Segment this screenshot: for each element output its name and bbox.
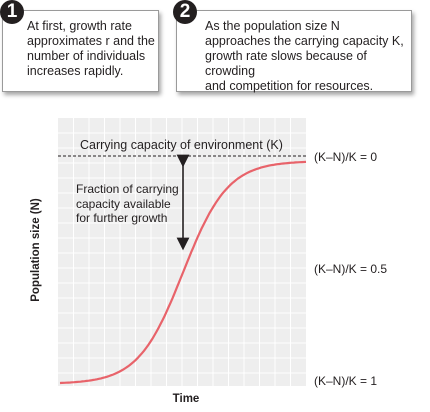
fraction-line: Fraction of carrying [76,182,179,196]
callout-2-line: growth rate slows because of crowding [205,49,367,78]
fraction-annotation: Fraction of carrying capacity available … [76,182,181,226]
ratio-label-bottom: (K–N)/K = 1 [314,374,378,388]
carrying-capacity-label: Carrying capacity of environment (K) [80,138,283,152]
callout-2-line: and competition for resources. [205,79,374,93]
callout-box-2: As the population size N approaches the … [176,10,412,94]
callout-2-text: As the population size N approaches the … [205,19,409,94]
callout-2-line: As the population size N [205,19,340,33]
callout-2-line: approaches the carrying capacity K, [205,34,404,48]
callout-1-line: approximates r and the [27,34,155,48]
callout-box-1: At first, growth rate approximates r and… [2,10,159,92]
step-number-badge-1: 1 [0,0,24,24]
fraction-line: capacity available [76,196,171,211]
population-growth-curve [59,160,307,385]
ratio-label-top: (K–N)/K = 0 [314,150,378,164]
ratio-label-middle: (K–N)/K = 0.5 [314,262,388,276]
callout-1-line: increases rapidly. [27,64,124,78]
callout-1-text: At first, growth rate approximates r and… [27,19,157,79]
fraction-line: for further growth [76,211,168,225]
step-number-badge-2: 2 [173,0,197,24]
x-axis-label: Time [172,393,200,405]
plot-grid [58,118,306,386]
callout-1-line: At first, growth rate [27,19,132,33]
y-axis-label: Population size (N) [30,198,42,302]
callout-1-line: number of individuals [27,49,146,63]
